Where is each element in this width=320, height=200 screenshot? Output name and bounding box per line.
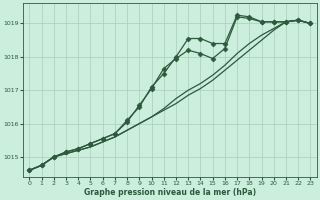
X-axis label: Graphe pression niveau de la mer (hPa): Graphe pression niveau de la mer (hPa) bbox=[84, 188, 256, 197]
